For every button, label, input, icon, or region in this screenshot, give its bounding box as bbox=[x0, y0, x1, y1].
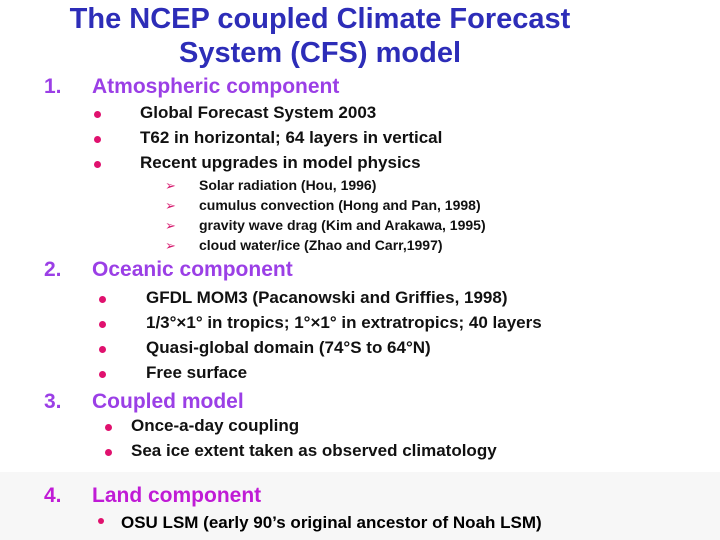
list-item: T62 in horizontal; 64 layers in vertical bbox=[140, 128, 443, 147]
sub-list-item: cloud water/ice (Zhao and Carr,1997) bbox=[199, 237, 443, 253]
list-item: Global Forecast System 2003 bbox=[140, 103, 377, 122]
section-heading-land: 4. Land component bbox=[44, 484, 261, 508]
section-title: Oceanic component bbox=[92, 258, 293, 281]
bullet-icon bbox=[94, 161, 101, 168]
list-item: Once-a-day coupling bbox=[131, 416, 300, 435]
section-number: 2. bbox=[44, 258, 62, 281]
sub-list-item: Solar radiation (Hou, 1996) bbox=[199, 177, 377, 193]
arrow-bullet-icon: ➢ bbox=[165, 198, 176, 213]
bullet-icon bbox=[105, 424, 112, 431]
section-heading-atmospheric: 1. Atmospheric component bbox=[44, 75, 339, 99]
bullet-icon bbox=[94, 111, 101, 118]
section-title: Coupled model bbox=[92, 390, 244, 413]
bullet-icon bbox=[105, 449, 112, 456]
arrow-bullet-icon: ➢ bbox=[165, 178, 176, 193]
sub-list-item: gravity wave drag (Kim and Arakawa, 1995… bbox=[199, 217, 486, 233]
bullet-icon bbox=[99, 346, 106, 353]
section-heading-coupled: 3. Coupled model bbox=[44, 390, 244, 414]
list-item: 1/3°×1° in tropics; 1°×1° in extratropic… bbox=[146, 313, 542, 332]
list-item: GFDL MOM3 (Pacanowski and Griffies, 1998… bbox=[146, 288, 508, 307]
section-number: 1. bbox=[44, 75, 62, 98]
bullet-icon bbox=[94, 136, 101, 143]
arrow-bullet-icon: ➢ bbox=[165, 238, 176, 253]
arrow-bullet-icon: ➢ bbox=[165, 218, 176, 233]
section-title: Land component bbox=[92, 484, 262, 507]
bullet-icon bbox=[99, 321, 106, 328]
sub-list-item: cumulus convection (Hong and Pan, 1998) bbox=[199, 197, 481, 213]
bullet-icon bbox=[99, 296, 106, 303]
list-item: Quasi-global domain (74°S to 64°N) bbox=[146, 338, 431, 357]
title-line-2: System (CFS) model bbox=[179, 37, 461, 69]
section-title: Atmospheric component bbox=[92, 75, 340, 98]
list-item: OSU LSM (early 90’s original ancestor of… bbox=[121, 513, 542, 532]
title-line-1: The NCEP coupled Climate Forecast bbox=[69, 3, 571, 35]
section-number: 3. bbox=[44, 390, 62, 413]
slide-title: The NCEP coupled Climate Forecast System… bbox=[0, 2, 640, 70]
land-section-band bbox=[0, 472, 720, 540]
bullet-icon bbox=[99, 371, 106, 378]
bullet-icon bbox=[98, 518, 104, 524]
list-item: Recent upgrades in model physics bbox=[140, 153, 421, 172]
section-number: 4. bbox=[44, 484, 62, 507]
list-item: Sea ice extent taken as observed climato… bbox=[131, 441, 497, 460]
list-item: Free surface bbox=[146, 363, 248, 382]
section-heading-oceanic: 2. Oceanic component bbox=[44, 258, 293, 282]
